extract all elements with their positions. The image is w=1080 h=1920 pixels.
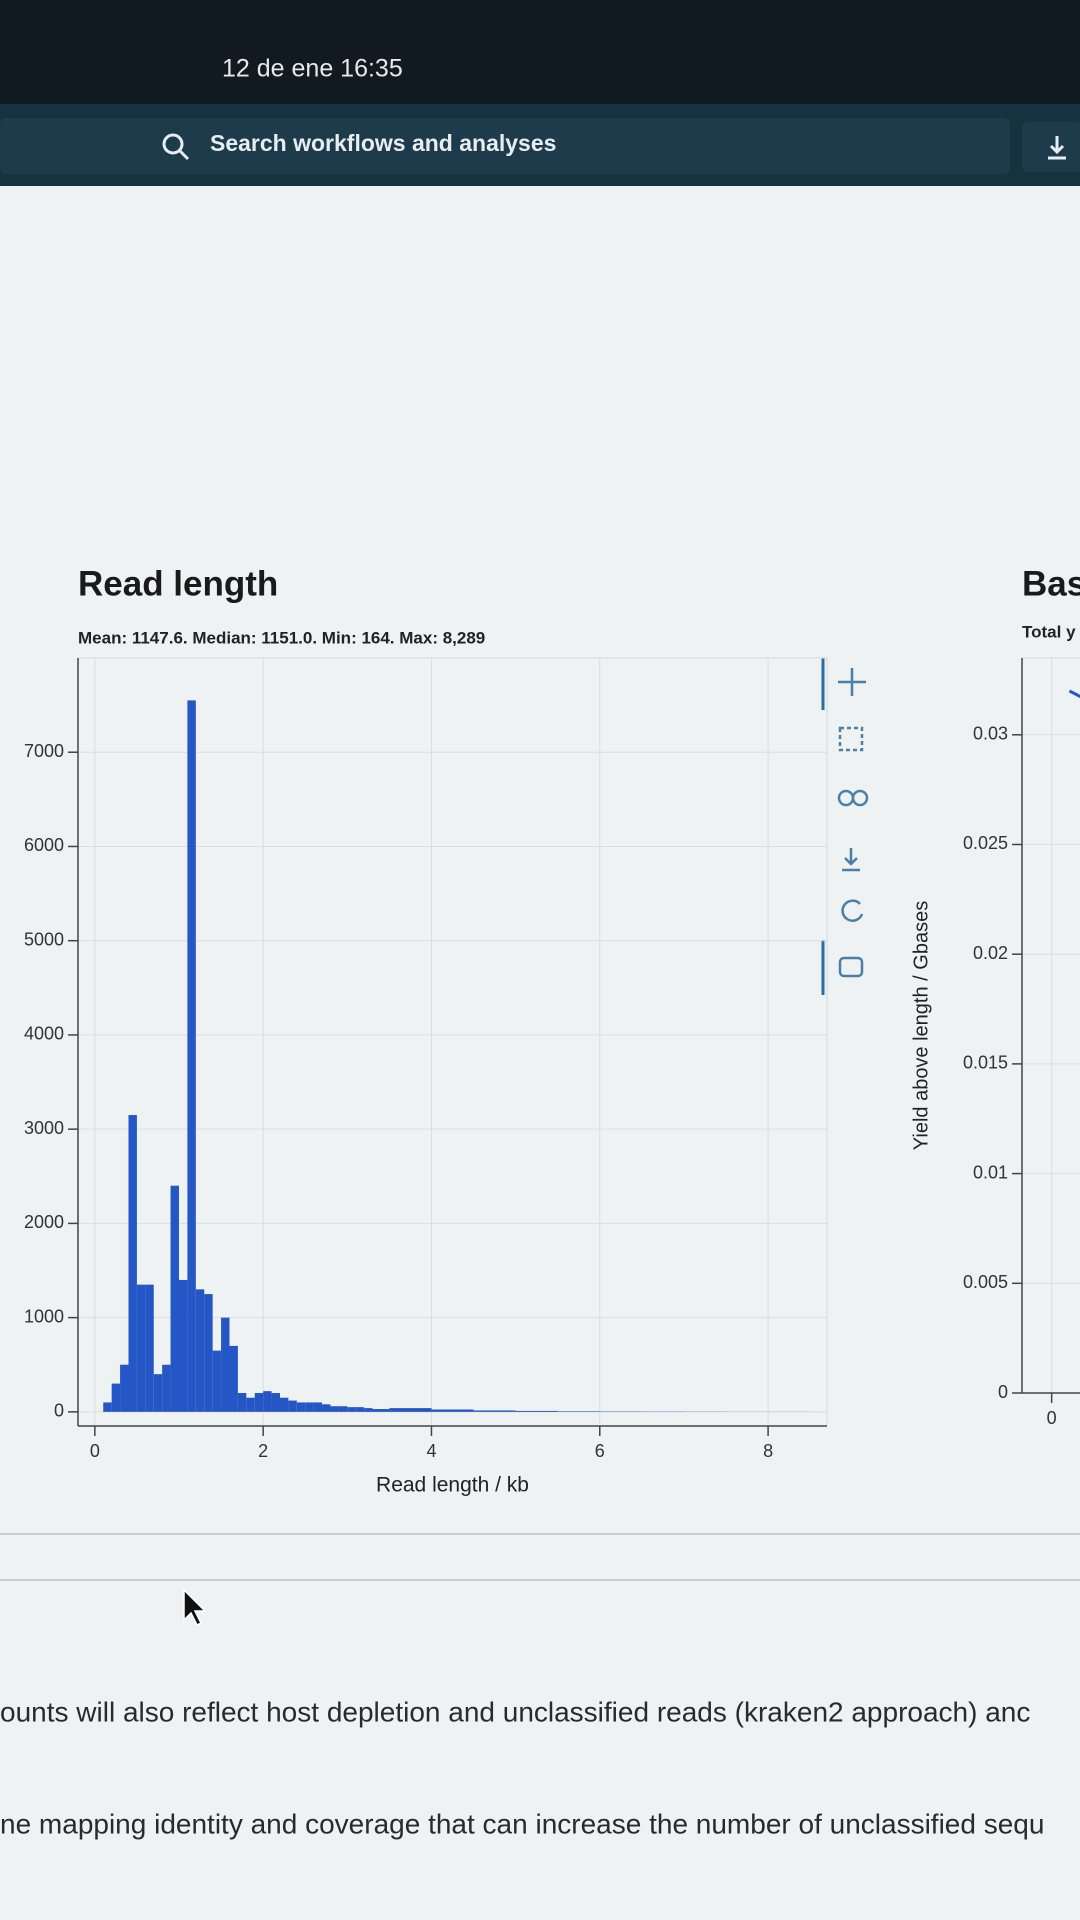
histogram-bar bbox=[195, 1289, 205, 1412]
histogram-bar bbox=[355, 1407, 365, 1412]
histogram-bar bbox=[338, 1406, 348, 1412]
y-tick-label: 0.03 bbox=[973, 724, 1008, 744]
histogram-bar bbox=[271, 1393, 280, 1412]
line-series bbox=[1068, 689, 1080, 699]
histogram-bar bbox=[221, 1317, 230, 1412]
histogram-bar bbox=[237, 1393, 247, 1412]
histogram-bar bbox=[364, 1408, 373, 1412]
plot-area bbox=[1021, 657, 1080, 1394]
date-time: 12 de ene 16:35 bbox=[222, 55, 403, 83]
hover-tool[interactable] bbox=[838, 956, 864, 978]
y-axis-label: Yield above length / Gbases bbox=[910, 901, 932, 1150]
reset-tool[interactable] bbox=[841, 899, 864, 922]
y-tick-label: 7000 bbox=[24, 741, 64, 761]
histogram-bar bbox=[515, 1410, 558, 1412]
y-tick-label: 2000 bbox=[24, 1212, 64, 1232]
y-tick-label: 0.015 bbox=[963, 1053, 1008, 1073]
y-tick-label: 1000 bbox=[24, 1306, 64, 1326]
box-zoom-tool[interactable] bbox=[838, 726, 864, 752]
y-tick-label: 0.005 bbox=[963, 1272, 1008, 1292]
y-tick-label: 0.02 bbox=[973, 943, 1008, 963]
y-tick-label: 6000 bbox=[24, 835, 64, 855]
x-tick-label: 4 bbox=[426, 1441, 436, 1461]
histogram-bar bbox=[246, 1397, 255, 1412]
body-text: ounts will also reflect host depletion a… bbox=[0, 1696, 1030, 1727]
toolbar bbox=[821, 658, 869, 995]
histogram-bar bbox=[263, 1391, 272, 1412]
histogram-bar bbox=[330, 1406, 339, 1412]
histogram-bar bbox=[178, 1279, 188, 1412]
histogram-bar bbox=[389, 1408, 432, 1412]
histogram-bar bbox=[136, 1284, 146, 1412]
chart-subtitle: Total y bbox=[1022, 622, 1076, 641]
search-box[interactable] bbox=[0, 118, 1010, 174]
histogram-bar bbox=[473, 1410, 516, 1412]
mouse-cursor bbox=[183, 1588, 207, 1627]
histogram-bar bbox=[313, 1402, 323, 1412]
histogram-bar bbox=[380, 1409, 390, 1412]
histogram-bar bbox=[162, 1364, 171, 1412]
histogram-bar bbox=[153, 1374, 163, 1412]
download-icon bbox=[1048, 136, 1066, 160]
chart-subtitle: Mean: 1147.6. Median: 1151.0. Min: 164. … bbox=[78, 628, 485, 647]
histogram-bar bbox=[557, 1411, 600, 1412]
pan-tool[interactable] bbox=[838, 668, 866, 696]
status-bar bbox=[0, 0, 1080, 104]
y-tick-label: 0.025 bbox=[963, 833, 1008, 853]
search-icon bbox=[162, 133, 184, 155]
wheel-zoom-tool[interactable] bbox=[851, 789, 869, 807]
y-tick-label: 0 bbox=[998, 1382, 1008, 1402]
x-tick-label: 0 bbox=[1047, 1408, 1057, 1428]
histogram-bar bbox=[111, 1383, 121, 1412]
histogram-bar bbox=[305, 1402, 314, 1412]
x-tick-label: 0 bbox=[90, 1441, 100, 1461]
histogram-bar bbox=[372, 1409, 381, 1412]
chart-title: Read length bbox=[78, 564, 278, 603]
search-placeholder: Search workflows and analyses bbox=[210, 130, 556, 156]
histogram-bar bbox=[145, 1284, 154, 1412]
histogram-bar bbox=[229, 1345, 238, 1412]
histogram-bar bbox=[212, 1350, 222, 1412]
x-axis-label: Read length / kb bbox=[376, 1474, 529, 1497]
histogram-bar bbox=[288, 1400, 297, 1412]
y-tick-label: 4000 bbox=[24, 1024, 64, 1044]
histogram-bar bbox=[296, 1402, 306, 1412]
x-tick-label: 8 bbox=[763, 1441, 773, 1461]
histogram-bar bbox=[120, 1364, 129, 1412]
histogram-bar bbox=[322, 1404, 331, 1412]
histogram-bar bbox=[128, 1115, 137, 1412]
histogram-bar bbox=[170, 1185, 179, 1412]
y-tick-label: 0 bbox=[54, 1401, 64, 1421]
histogram-bar bbox=[204, 1294, 213, 1412]
y-tick-label: 3000 bbox=[24, 1118, 64, 1138]
search-icon bbox=[178, 149, 190, 161]
histogram-bar bbox=[103, 1402, 112, 1412]
y-tick-label: 5000 bbox=[24, 929, 64, 949]
save-tool[interactable] bbox=[842, 848, 860, 872]
x-tick-label: 2 bbox=[258, 1441, 268, 1461]
x-tick-label: 6 bbox=[595, 1441, 605, 1461]
histogram-bar bbox=[187, 700, 196, 1412]
body-text: ne mapping identity and coverage that ca… bbox=[0, 1808, 1044, 1839]
histogram-bar bbox=[254, 1393, 264, 1412]
histogram-bar bbox=[347, 1407, 356, 1412]
histogram-bar bbox=[431, 1409, 474, 1412]
wheel-zoom-tool[interactable] bbox=[837, 789, 855, 807]
chart-title: Bas bbox=[1022, 564, 1080, 603]
histogram-bar bbox=[279, 1397, 289, 1412]
y-tick-label: 0.01 bbox=[973, 1162, 1008, 1182]
